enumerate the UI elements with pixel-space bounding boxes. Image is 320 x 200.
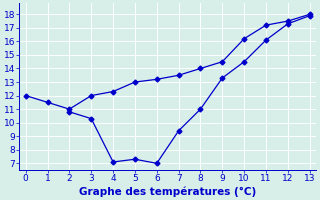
X-axis label: Graphe des températures (°C): Graphe des températures (°C): [79, 186, 256, 197]
